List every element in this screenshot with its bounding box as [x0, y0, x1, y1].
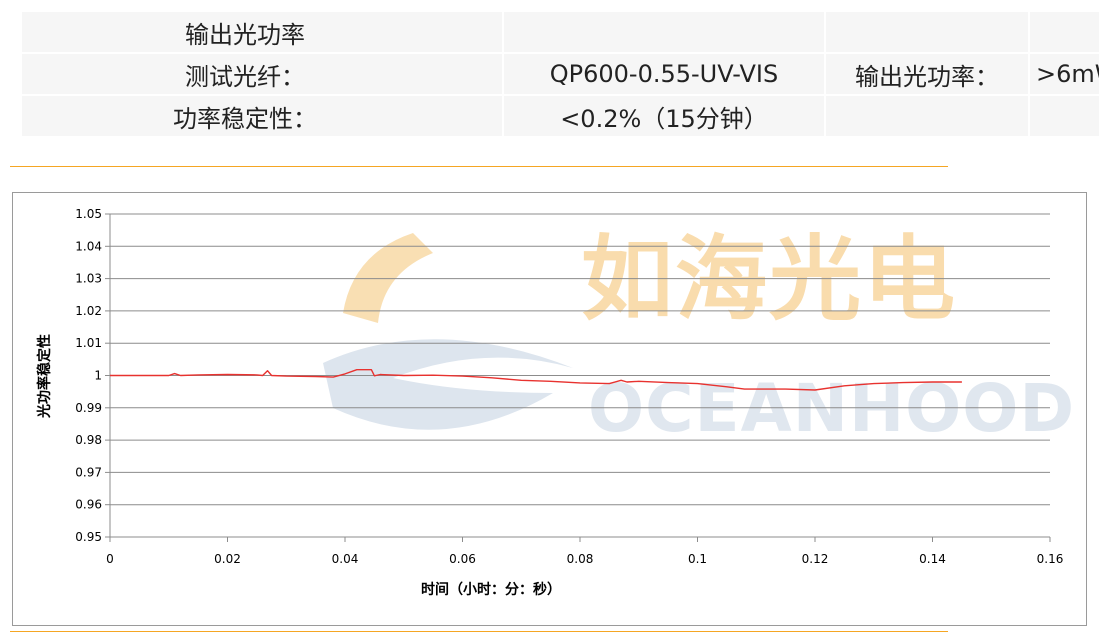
- y-axis-label: 光功率稳定性: [36, 334, 53, 419]
- table-row: 测试光纤： QP600-0.55-UV-VIS 输出光功率： >6mW: [20, 52, 1099, 96]
- table-cell: [1028, 10, 1099, 54]
- y-tick-label: 0.98: [75, 433, 102, 447]
- table-row: 功率稳定性： <0.2%（15分钟）: [20, 94, 1099, 138]
- table-cell: QP600-0.55-UV-VIS: [502, 52, 826, 96]
- y-tick-label: 0.97: [75, 465, 102, 479]
- y-tick-label: 0.99: [75, 401, 102, 415]
- table-cell: 输出光功率：: [824, 52, 1030, 96]
- chart-series: [110, 368, 962, 391]
- watermark-brand-en: OCEANHOOD: [588, 370, 1075, 447]
- watermark-sun-icon: [343, 233, 433, 323]
- table-cell: [824, 94, 1030, 138]
- table-cell: 功率稳定性：: [20, 94, 504, 138]
- x-tick-label: 0.1: [688, 552, 707, 566]
- y-tick-label: 1.02: [75, 304, 102, 318]
- watermark-brand-cn: 如海光电: [581, 226, 957, 333]
- line-chart: 如海光电 OCEANHOOD 0.95 0.96 0.97 0.98 0.99 1 1.01…: [36, 207, 1075, 598]
- y-tick-label: 1.01: [75, 336, 102, 350]
- table-cell: [1028, 94, 1099, 138]
- watermark-wave-icon: [323, 339, 573, 430]
- x-tick-label: 0.12: [802, 552, 829, 566]
- x-tick-label: 0.06: [449, 552, 476, 566]
- table-cell: >6mW: [1028, 52, 1099, 96]
- table-cell: [824, 10, 1030, 54]
- y-tick-label: 1.03: [75, 272, 102, 286]
- x-axis-label: 时间（小时：分：秒）: [421, 581, 561, 598]
- divider-top: [10, 166, 948, 167]
- y-tick-label: 0.95: [75, 530, 102, 544]
- table-cell: 测试光纤：: [20, 52, 504, 96]
- y-tick-label: 1: [94, 369, 102, 383]
- chart-frame: 如海光电 OCEANHOOD 0.95 0.96 0.97 0.98 0.99 1 1.01…: [12, 192, 1087, 626]
- y-tick-label: 1.05: [75, 207, 102, 221]
- x-tick-label: 0.16: [1037, 552, 1064, 566]
- table-row: 输出光功率: [20, 10, 1099, 54]
- x-tick-label: 0.04: [332, 552, 359, 566]
- table-cell: 输出光功率: [20, 10, 504, 54]
- x-tick-label: 0.02: [214, 552, 241, 566]
- series-line: [110, 368, 962, 391]
- table-cell: [502, 10, 826, 54]
- x-tick-label: 0.08: [567, 552, 594, 566]
- x-tick-label: 0: [106, 552, 114, 566]
- spec-table: 输出光功率 测试光纤： QP600-0.55-UV-VIS 输出光功率： >6m…: [20, 10, 1099, 138]
- x-tick-label: 0.14: [919, 552, 946, 566]
- table-cell: <0.2%（15分钟）: [502, 94, 826, 138]
- y-tick-label: 0.96: [75, 498, 102, 512]
- y-tick-label: 1.04: [75, 239, 102, 253]
- chart-ticks: 0.95 0.96 0.97 0.98 0.99 1 1.01 1.02 1.03 1.04 1.0…: [75, 207, 1063, 566]
- watermark-logo: 如海光电 OCEANHOOD: [323, 226, 1075, 447]
- divider-bottom: [10, 631, 948, 632]
